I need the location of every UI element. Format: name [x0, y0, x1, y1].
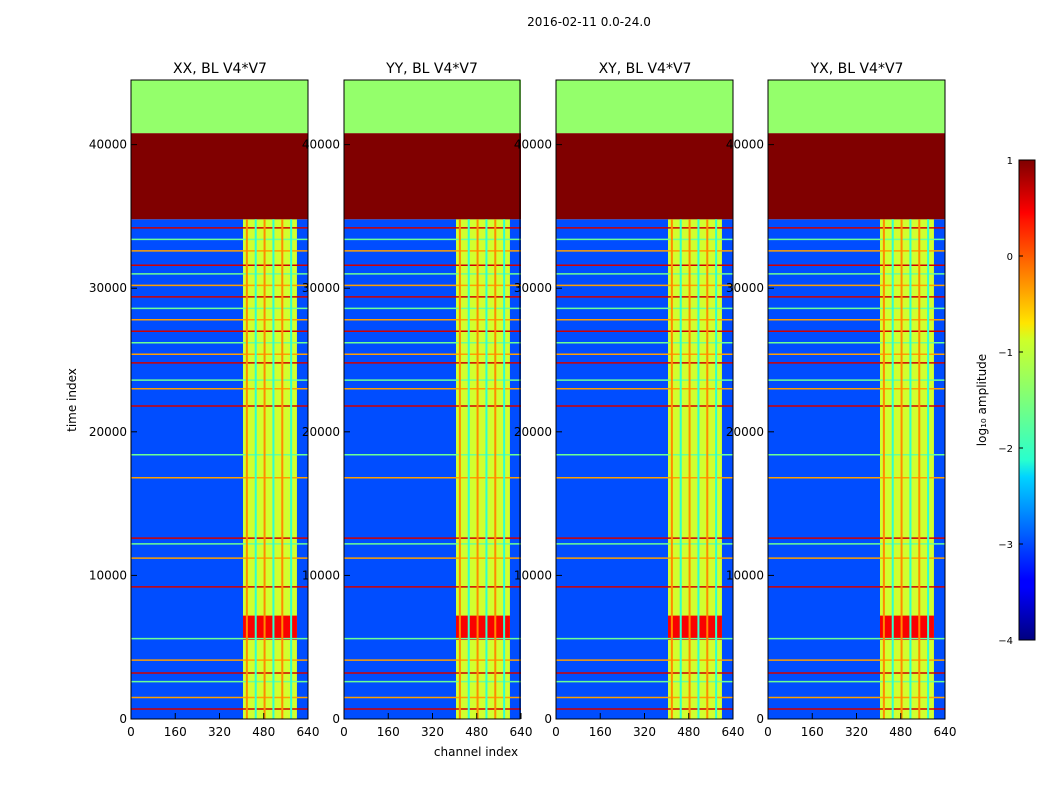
panel-4-ytick-label: 10000: [726, 568, 764, 582]
panel-1-ytick-label: 0: [119, 712, 127, 726]
colorbar-tick-label: 0: [1007, 252, 1013, 263]
panel-3-xtick-label: 0: [552, 725, 560, 739]
panel-2-heatmap-saturated-band: [344, 133, 521, 220]
y-axis-label: time index: [65, 368, 79, 432]
panel-4-xtick-label: 640: [934, 725, 957, 739]
panel-3-title: XY, BL V4*V7: [599, 61, 692, 77]
panel-2-heatmap-hot-spot: [456, 615, 510, 641]
x-axis-label: channel index: [434, 745, 518, 759]
panel-2-ytick-label: 0: [332, 712, 340, 726]
panel-3-ytick-label: 30000: [514, 281, 552, 295]
panel-1-xtick-label: 0: [127, 725, 135, 739]
panel-2-xtick-label: 480: [465, 725, 488, 739]
panel-4-heatmap-rfi-band: [880, 219, 934, 719]
panel-1-ytick-label: 10000: [89, 568, 127, 582]
panel-1-heatmap: [131, 80, 308, 719]
panel-3-xtick-label: 640: [722, 725, 745, 739]
panel-3-xtick-label: 320: [633, 725, 656, 739]
panel-4-xtick-label: 480: [889, 725, 912, 739]
panel-4: YX, BL V4*V7: [767, 61, 946, 720]
panel-3-heatmap-rfi-band: [668, 219, 722, 719]
panel-1-xtick-label: 480: [252, 725, 275, 739]
panel-2-ytick-label: 10000: [302, 568, 340, 582]
panel-2-heatmap-rfi-band: [456, 219, 510, 719]
panel-3-heatmap-saturated-band: [556, 133, 733, 220]
panel-1-title: XX, BL V4*V7: [173, 61, 267, 77]
colorbar-tick-label: 1: [1007, 156, 1013, 167]
axis-ticks: 0 160 320 480 640 0 10000 20000 30000 40000 0 160 32…: [89, 138, 957, 739]
panel-3-xtick-label: 480: [677, 725, 700, 739]
panel-3-heatmap: [556, 80, 733, 719]
panel-3: XY, BL V4*V7: [555, 61, 734, 720]
panel-1-ytick-label: 20000: [89, 425, 127, 439]
panel-4-ytick-label: 30000: [726, 281, 764, 295]
colorbar: 1 0 −1 −2 −3 −4 log₁₀ amplitude: [975, 156, 1036, 647]
panel-4-xtick-label: 320: [845, 725, 868, 739]
panel-1-heatmap-hot-spot: [243, 615, 297, 641]
panel-1-heatmap-rfi-band: [243, 219, 297, 719]
panel-2-xtick-label: 320: [421, 725, 444, 739]
panel-4-heatmap-hot-spot: [880, 615, 934, 641]
panel-1: XX, BL V4*V7: [130, 61, 309, 720]
panel-1-xtick-label: 320: [208, 725, 231, 739]
colorbar-tick-label: −2: [998, 444, 1013, 455]
panel-4-heatmap: [768, 80, 945, 719]
panel-4-ytick-label: 40000: [726, 138, 764, 152]
panel-1-heatmap-top-band: [131, 80, 308, 134]
panel-2-ytick-label: 20000: [302, 425, 340, 439]
panel-2-xtick-label: 0: [340, 725, 348, 739]
colorbar-gradient: [1018, 159, 1036, 641]
panel-3-ytick-label: 40000: [514, 138, 552, 152]
panel-4-title: YX, BL V4*V7: [810, 61, 904, 77]
colorbar-tick-label: −4: [998, 636, 1013, 647]
panel-2-xtick-label: 640: [510, 725, 533, 739]
panel-1-xtick-label: 640: [297, 725, 320, 739]
panel-2-heatmap-top-band: [344, 80, 521, 134]
colorbar-ticks: 1 0 −1 −2 −3 −4: [998, 156, 1023, 647]
panel-2: YY, BL V4*V7: [343, 61, 521, 720]
figure-title: 2016-02-11 0.0-24.0: [527, 15, 651, 29]
panel-2-heatmap: [344, 80, 521, 719]
panel-3-ytick-label: 0: [544, 712, 552, 726]
panel-4-heatmap-top-band: [768, 80, 945, 134]
panel-4-ytick-label: 20000: [726, 425, 764, 439]
panel-1-ytick-label: 40000: [89, 138, 127, 152]
panel-3-xtick-label: 160: [589, 725, 612, 739]
panel-3-heatmap-hot-spot: [668, 615, 722, 641]
colorbar-tick-label: −3: [998, 540, 1013, 551]
panel-1-xtick-label: 160: [164, 725, 187, 739]
panel-1-ytick-label: 30000: [89, 281, 127, 295]
panel-2-ytick-label: 40000: [302, 138, 340, 152]
panel-4-heatmap-saturated-band: [768, 133, 945, 220]
panel-4-xtick-label: 160: [801, 725, 824, 739]
panel-4-xtick-label: 0: [764, 725, 772, 739]
colorbar-label: log₁₀ amplitude: [975, 354, 989, 446]
panel-3-ytick-label: 20000: [514, 425, 552, 439]
panel-3-ytick-label: 10000: [514, 568, 552, 582]
panel-2-xtick-label: 160: [377, 725, 400, 739]
panel-2-title: YY, BL V4*V7: [385, 61, 478, 77]
panel-2-ytick-label: 30000: [302, 281, 340, 295]
colorbar-tick-label: −1: [998, 348, 1013, 359]
panel-3-heatmap-top-band: [556, 80, 733, 134]
panel-4-ytick-label: 0: [756, 712, 764, 726]
panel-1-heatmap-saturated-band: [131, 133, 308, 220]
